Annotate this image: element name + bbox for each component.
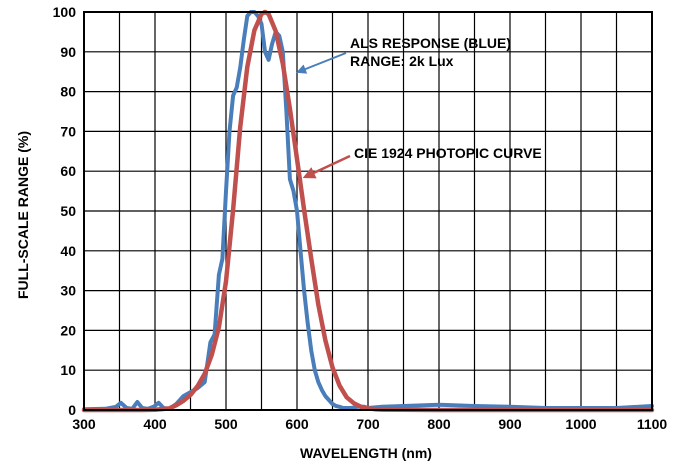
plot-frame [83,11,653,411]
x-tick-label: 300 [72,416,96,432]
y-tick-labels: 0 10 20 30 40 50 60 70 80 90 100 [53,4,77,418]
als-annotation-label: RANGE: 2k Lux [350,53,454,69]
x-tick-label: 900 [498,416,522,432]
y-tick-label: 100 [53,4,77,20]
y-tick-label: 60 [60,163,76,179]
als-annotation-arrow [296,52,347,74]
y-tick-label: 70 [60,123,76,139]
y-tick-label: 50 [60,203,76,219]
y-tick-label: 0 [68,402,76,418]
y-tick-label: 40 [60,243,76,259]
x-tick-label: 700 [356,416,380,432]
y-tick-label: 20 [60,322,76,338]
series-layer [81,9,655,413]
cie-photopic-line [81,9,655,413]
y-axis-label: FULL-SCALE RANGE (%) [15,131,31,299]
x-axis-label: WAVELENGTH (nm) [300,445,432,461]
annotation-layer: ALS RESPONSE (BLUE) RANGE: 2k Lux CIE 1924… [296,35,542,179]
x-tick-label: 1100 [637,416,668,432]
als-annotation-label: ALS RESPONSE (BLUE) [350,35,511,51]
y-tick-label: 30 [60,283,76,299]
y-tick-label: 90 [60,44,76,60]
cie-annotation-label: CIE 1924 PHOTOPIC CURVE [354,145,542,161]
x-tick-label: 800 [427,416,451,432]
y-tick-label: 80 [60,84,76,100]
x-tick-label: 1000 [565,416,596,432]
x-tick-labels: 300 400 500 600 700 800 900 1000 1100 [72,416,667,432]
x-tick-label: 500 [214,416,238,432]
cie-annotation-arrow [302,154,351,179]
grid [84,12,652,410]
x-tick-label: 400 [143,416,167,432]
x-tick-label: 600 [285,416,309,432]
y-tick-label: 10 [60,362,76,378]
